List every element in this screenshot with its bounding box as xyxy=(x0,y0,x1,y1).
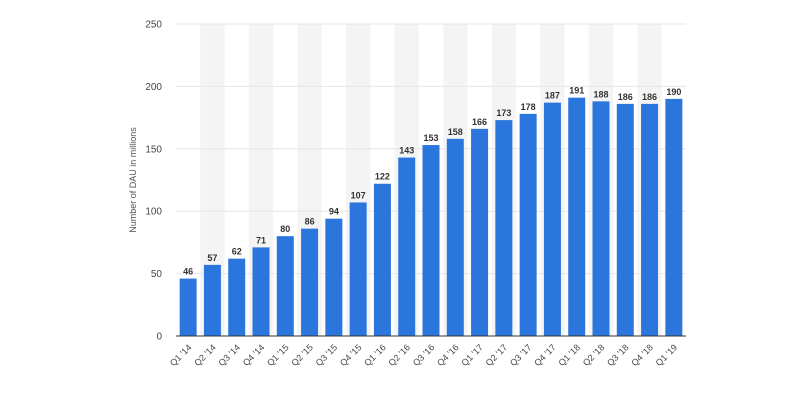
bar xyxy=(495,120,513,336)
x-tick-label: Q2 '16 xyxy=(386,342,412,368)
bar xyxy=(422,145,440,336)
x-tick-label: Q1 '19 xyxy=(654,342,680,368)
bar xyxy=(301,228,319,336)
x-tick-label: Q3 '17 xyxy=(508,342,534,368)
x-tick-label: Q3 '15 xyxy=(314,342,340,368)
bar xyxy=(398,157,416,336)
bar xyxy=(276,236,294,336)
x-tick-label: Q2 '14 xyxy=(192,342,218,368)
y-axis-label: Number of DAU in millions xyxy=(128,127,138,233)
data-label: 166 xyxy=(472,117,487,127)
y-tick-label: 0 xyxy=(156,332,162,343)
bar xyxy=(325,218,343,336)
x-tick-label: Q1 '18 xyxy=(556,342,582,368)
bar xyxy=(616,103,634,336)
data-label: 107 xyxy=(351,190,366,200)
data-label: 186 xyxy=(642,92,657,102)
x-tick-label: Q1 '16 xyxy=(362,342,388,368)
x-tick-label: Q2 '17 xyxy=(484,342,510,368)
bar xyxy=(203,264,221,336)
data-label: 188 xyxy=(593,89,608,99)
data-label: 122 xyxy=(375,172,390,182)
data-label: 143 xyxy=(399,146,414,156)
data-label: 80 xyxy=(280,224,290,234)
data-label: 190 xyxy=(666,87,681,97)
x-tick-label: Q3 '16 xyxy=(411,342,437,368)
data-label: 191 xyxy=(569,86,584,96)
bar xyxy=(373,183,391,336)
data-label: 186 xyxy=(618,92,633,102)
y-tick-label: 250 xyxy=(145,20,162,31)
bar xyxy=(179,278,197,336)
data-label: 187 xyxy=(545,91,560,101)
x-tick-label: Q4 '14 xyxy=(241,342,267,368)
data-label: 71 xyxy=(256,235,266,245)
bar xyxy=(349,202,367,336)
data-label: 153 xyxy=(423,133,438,143)
x-tick-label: Q4 '17 xyxy=(532,342,558,368)
x-tick-label: Q3 '18 xyxy=(605,342,631,368)
data-label: 57 xyxy=(207,253,217,263)
bar xyxy=(446,138,464,336)
x-tick-label: Q4 '18 xyxy=(629,342,655,368)
x-tick-label: Q1 '17 xyxy=(459,342,485,368)
data-label: 94 xyxy=(329,207,339,217)
y-tick-label: 100 xyxy=(145,207,162,218)
bar xyxy=(641,103,659,336)
x-tick-label: Q4 '16 xyxy=(435,342,461,368)
bar xyxy=(568,97,586,336)
bar xyxy=(592,101,610,336)
y-tick-label: 50 xyxy=(151,269,163,280)
data-label: 158 xyxy=(448,127,463,137)
data-labels: 46 57 62 71 80 86 94 107 122 143 153 158 166 173 178 18… xyxy=(183,86,681,277)
data-label: 86 xyxy=(305,217,315,227)
bar xyxy=(228,258,246,336)
x-tick-label: Q4 '15 xyxy=(338,342,364,368)
bars xyxy=(179,97,683,337)
bar xyxy=(519,113,537,336)
data-label: 173 xyxy=(496,108,511,118)
bar xyxy=(543,102,561,337)
data-label: 46 xyxy=(183,267,193,277)
x-tick-label: Q3 '14 xyxy=(216,342,242,368)
data-label: 178 xyxy=(521,102,536,112)
x-tick-label: Q1 '14 xyxy=(168,342,194,368)
y-tick-label: 150 xyxy=(145,144,162,155)
data-label: 62 xyxy=(232,247,242,257)
bar xyxy=(471,128,489,336)
x-tick-label: Q2 '18 xyxy=(581,342,607,368)
y-axis-ticks: 0 50 100 150 200 250 xyxy=(145,20,162,343)
bar xyxy=(665,98,683,336)
x-tick-label: Q1 '15 xyxy=(265,342,291,368)
y-tick-label: 200 xyxy=(145,82,162,93)
bar xyxy=(252,247,270,336)
x-tick-label: Q2 '15 xyxy=(289,342,315,368)
